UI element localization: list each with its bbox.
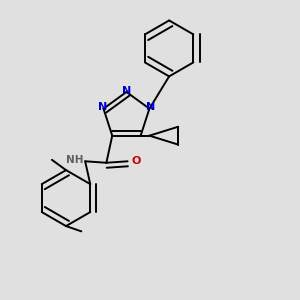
- Text: N: N: [146, 102, 155, 112]
- Text: O: O: [131, 156, 141, 166]
- Text: N: N: [122, 85, 131, 95]
- Text: N: N: [98, 102, 107, 112]
- Text: NH: NH: [66, 155, 84, 165]
